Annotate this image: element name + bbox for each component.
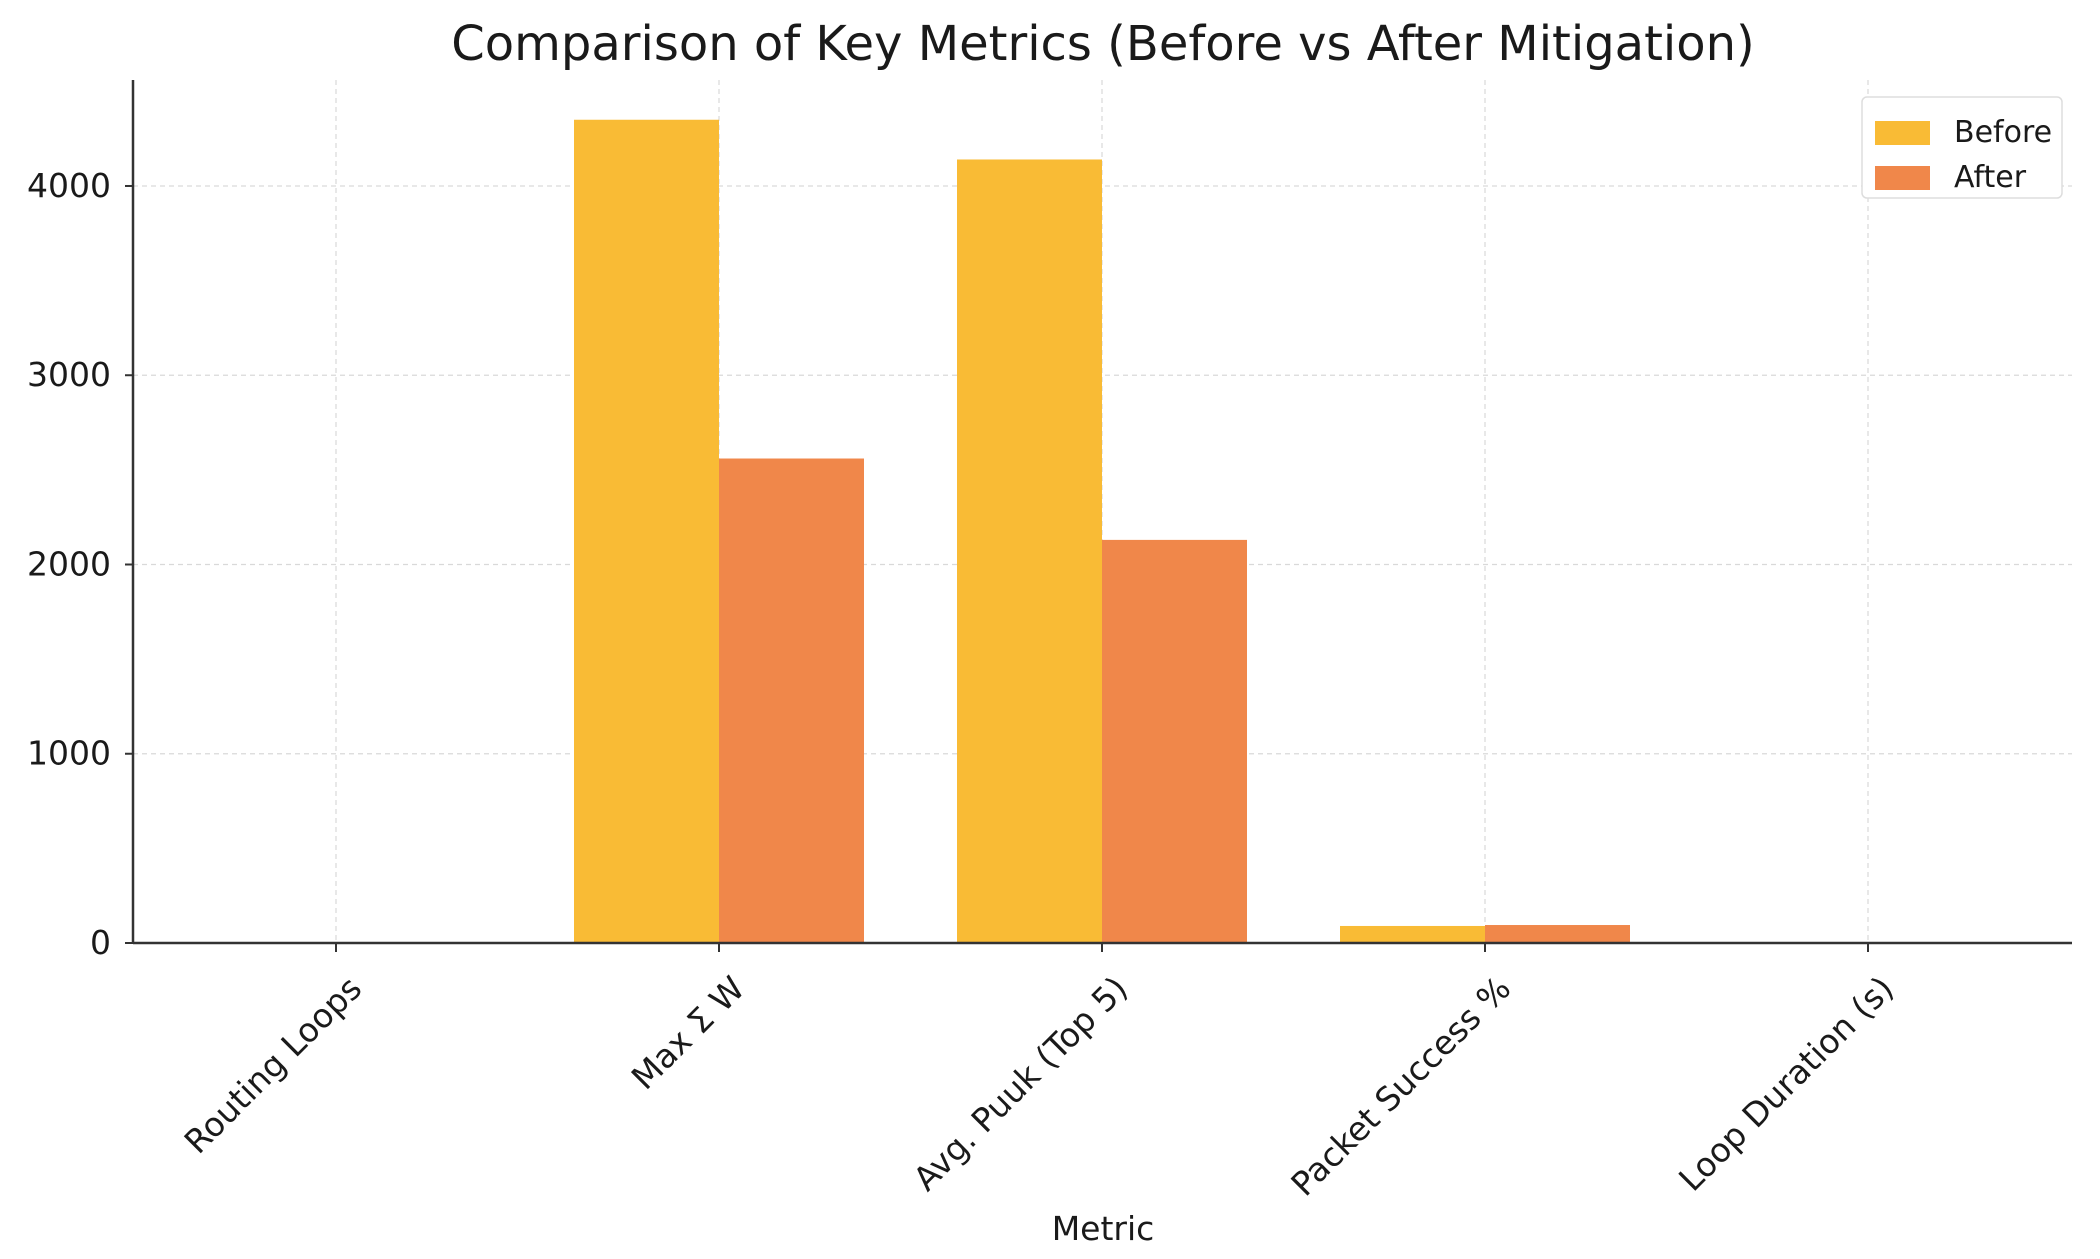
y-tick-label: 2000 xyxy=(27,544,111,583)
x-tick-label: Avg. Puuk (Top 5) xyxy=(906,969,1136,1199)
bar-after-1 xyxy=(719,458,864,943)
bar-after-2 xyxy=(1102,539,1247,943)
chart-title: Comparison of Key Metrics (Before vs Aft… xyxy=(451,16,1755,72)
y-tick-label: 1000 xyxy=(27,734,111,773)
x-axis-label: Metric xyxy=(1052,1209,1155,1248)
y-tick-label: 3000 xyxy=(27,355,111,394)
legend-label-after: After xyxy=(1954,160,2027,195)
bar-before-1 xyxy=(574,119,719,944)
x-tick-label: Loop Duration (s) xyxy=(1671,969,1901,1199)
y-tick-label: 4000 xyxy=(27,166,111,205)
legend-label-before: Before xyxy=(1954,115,2052,150)
y-axis-ticks: 0 1000 2000 3000 4000 xyxy=(27,166,133,962)
x-tick-label: Packet Success % xyxy=(1283,969,1518,1204)
legend: Before After xyxy=(1861,96,2063,199)
bar-before-2 xyxy=(957,159,1102,944)
bar-after-3 xyxy=(1485,925,1630,943)
y-tick-label: 0 xyxy=(90,923,111,962)
legend-swatch-before xyxy=(1875,121,1930,145)
x-axis-ticks: Routing Loops Max Σ W Avg. Puuk (Top 5) Pac… xyxy=(177,943,1901,1204)
bars xyxy=(574,119,1630,944)
bar-before-3 xyxy=(1340,925,1485,943)
x-tick-label: Routing Loops xyxy=(177,969,370,1162)
legend-swatch-after xyxy=(1875,166,1930,190)
x-tick-label: Max Σ W xyxy=(624,969,752,1097)
